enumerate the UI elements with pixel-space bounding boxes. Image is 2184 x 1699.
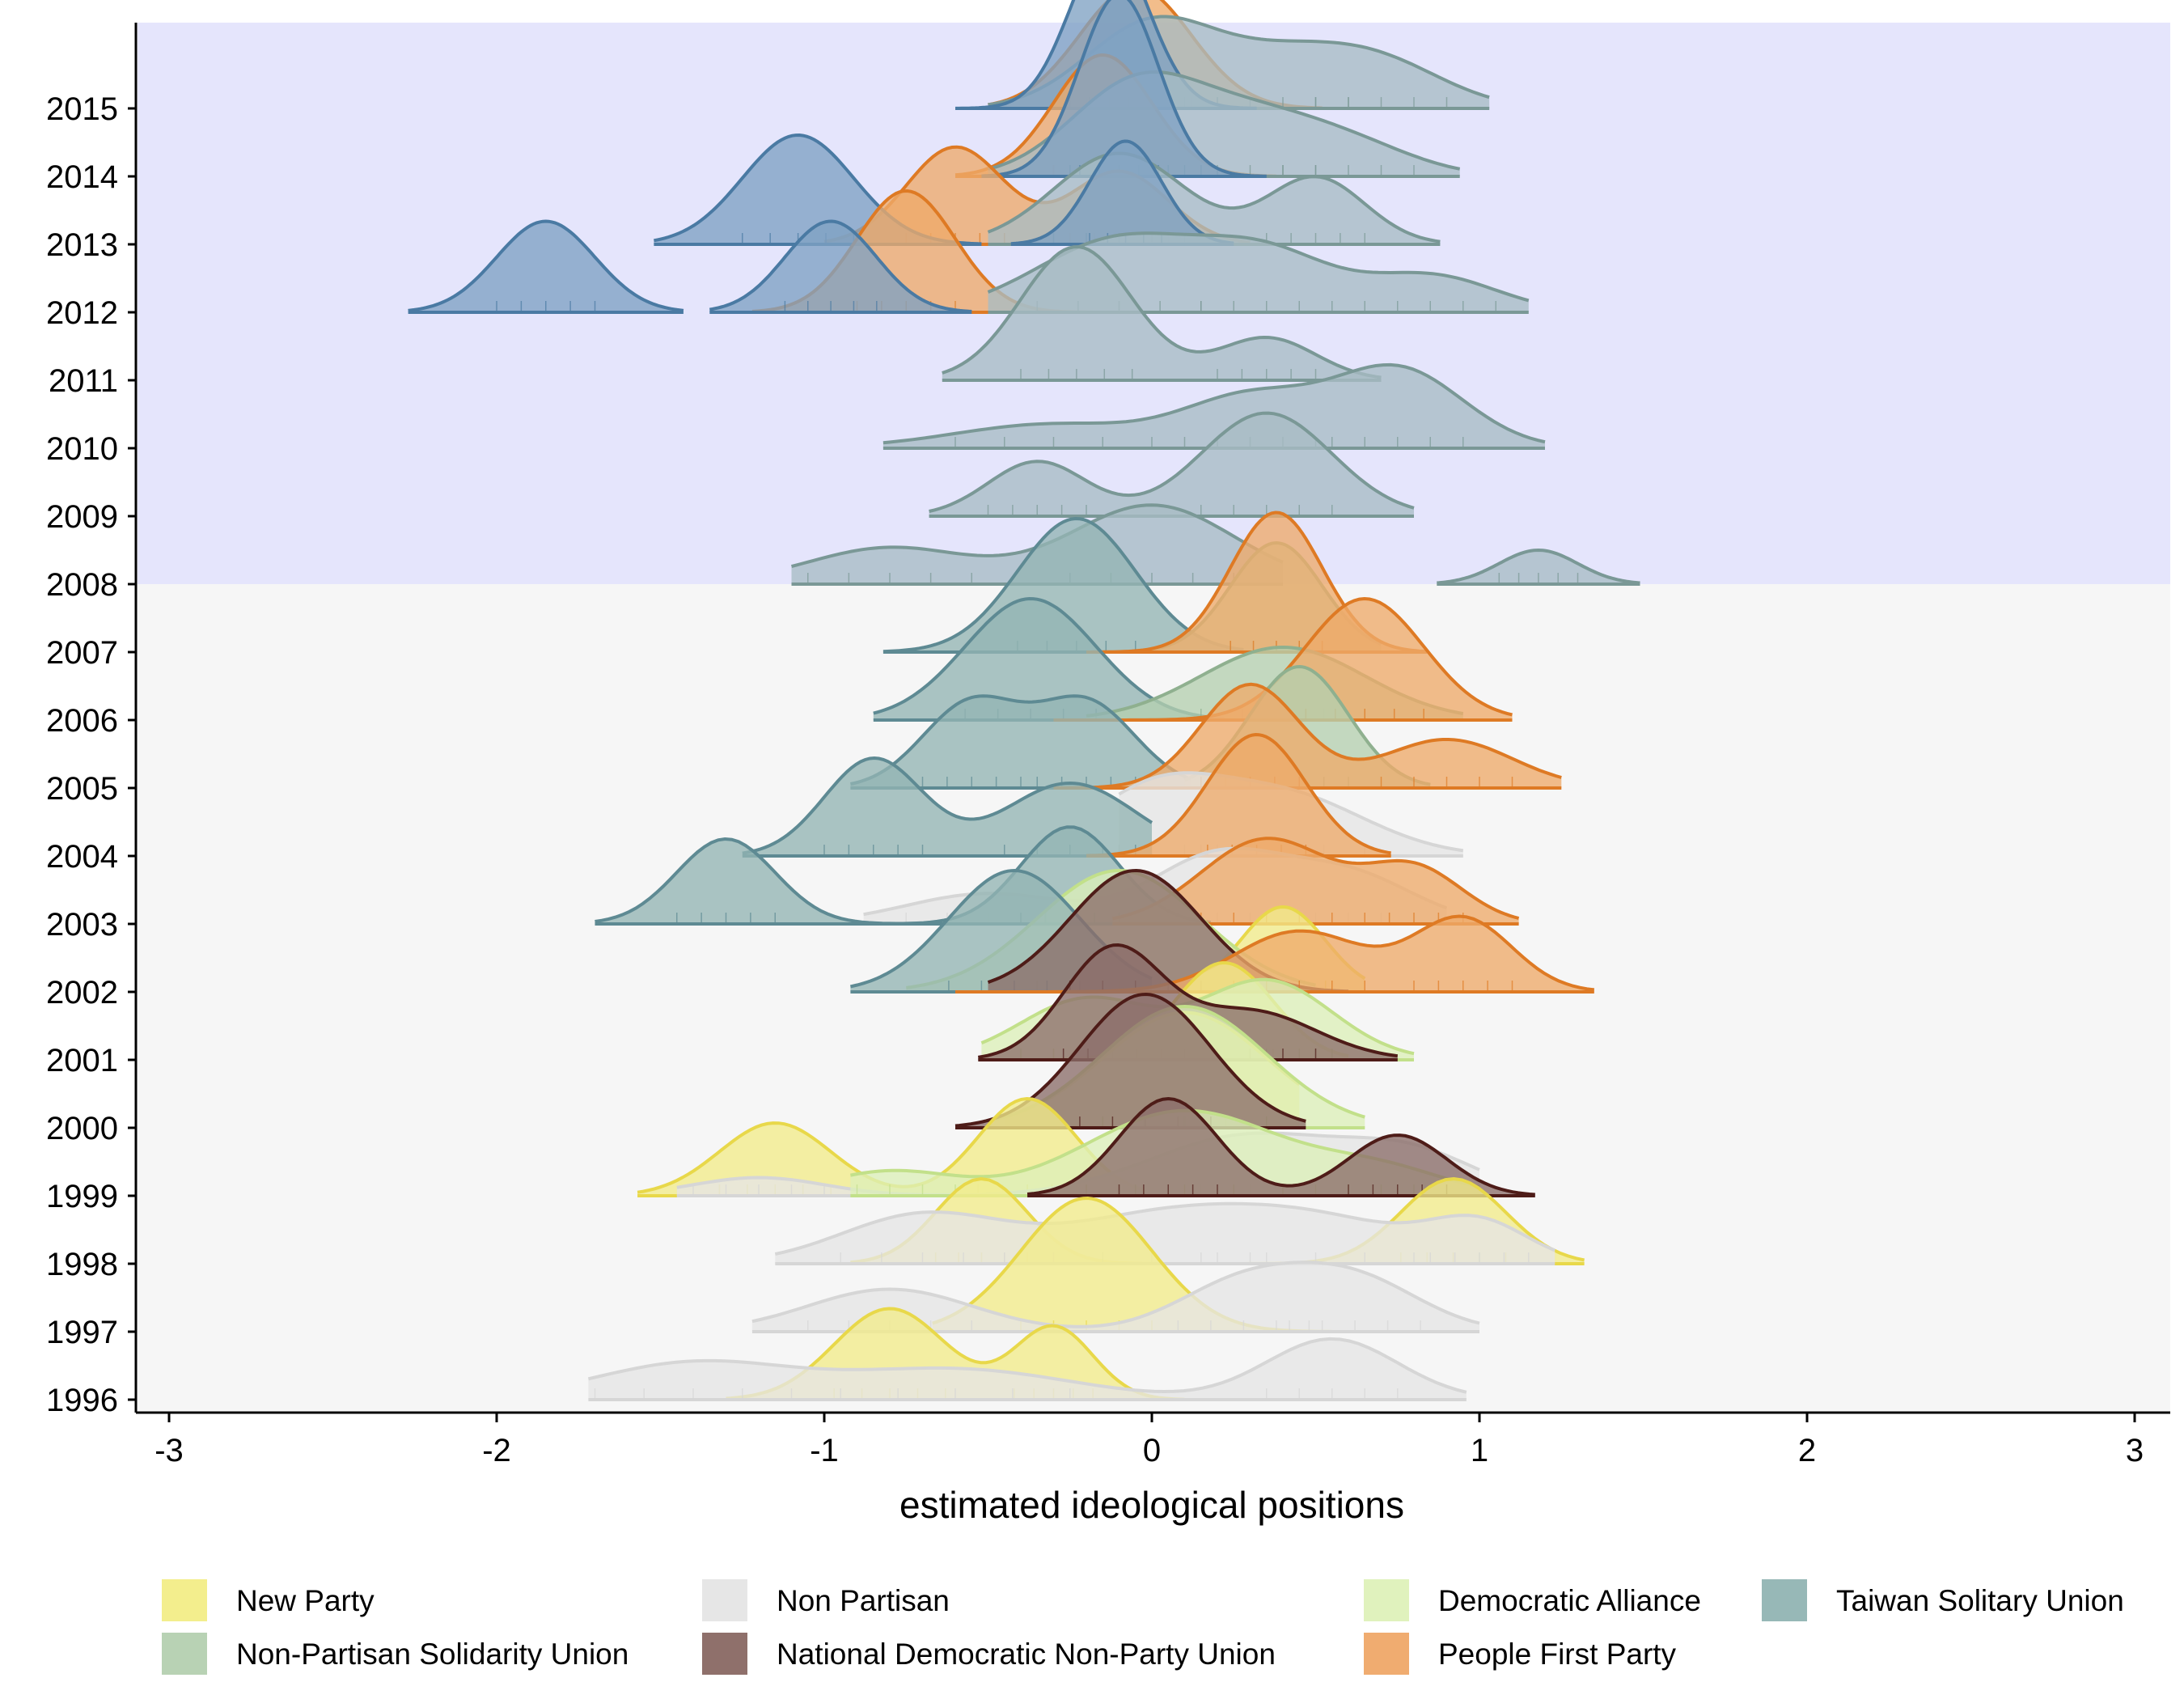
x-tick-label: -2 [482, 1433, 511, 1468]
y-tick-label: 2014 [46, 159, 118, 195]
ridges [408, 0, 1640, 1401]
ridge-area-kmt-2008 [1437, 550, 1640, 584]
y-tick-label: 2008 [46, 567, 118, 603]
y-tick-label: 1998 [46, 1247, 118, 1282]
x-tick-label: 2 [1798, 1433, 1816, 1468]
y-tick-label: 2004 [46, 839, 118, 875]
x-axis-title: estimated ideological positions [899, 1484, 1404, 1526]
legend-label: New Party [236, 1584, 375, 1617]
legend-label: Democratic Alliance [1438, 1584, 1701, 1617]
legend-item: National Democratic Non-Party Union [702, 1633, 1276, 1675]
y-tick-label: 2011 [49, 363, 118, 399]
y-tick-label: 2012 [46, 295, 118, 331]
ridge-area-dpp-2012 [408, 221, 684, 312]
ridge-area-non-partisan-1998 [775, 1203, 1555, 1264]
x-ticks: -3 -2 -1 0 1 2 3 [154, 1413, 2144, 1468]
ridge-line-non-partisan-1996 [587, 1337, 1467, 1401]
ridge-area-national-democratic-non-party-union-2001 [978, 945, 1398, 1060]
legend-item: New Party [162, 1579, 375, 1621]
ridge-line-non-partisan-1998 [774, 1201, 1555, 1265]
ridge-area-non-partisan-1997 [751, 1262, 1479, 1332]
y-tick-label: 2009 [46, 499, 118, 535]
ridge-area-new-party-1997 [932, 1198, 1332, 1332]
y-tick-label: 2010 [46, 431, 118, 467]
ridge-area-people-first-party-2005 [1053, 684, 1562, 788]
ridge-area-kmt-2011 [942, 247, 1382, 380]
ridge-area-people-first-party-2003 [1112, 838, 1519, 924]
ridge-area-national-democratic-non-party-union-2002 [988, 871, 1348, 992]
legend-swatch [1762, 1579, 1807, 1621]
x-tick-label: 0 [1143, 1433, 1161, 1468]
legend-swatch [162, 1633, 207, 1675]
ridge-area-dpp-2013 [654, 135, 982, 244]
legend-swatch [162, 1579, 207, 1621]
ridge-area-people-first-party-2002 [955, 916, 1594, 992]
x-tick-label: -1 [810, 1433, 839, 1468]
y-tick-label: 2015 [46, 91, 118, 127]
y-tick-label: 1999 [46, 1179, 118, 1214]
legend-item: People First Party [1364, 1633, 1677, 1675]
y-tick-label: 2005 [46, 771, 118, 807]
ridge-area-national-democratic-non-party-union-1999 [1027, 1099, 1535, 1196]
ridge-area-taiwan-solitary-union-2004 [742, 758, 1152, 856]
legend-label: Non Partisan [777, 1584, 950, 1617]
ridge-area-kmt-2008 [791, 505, 1283, 584]
ridge-line-kmt-2011 [942, 245, 1382, 382]
legend-item: Democratic Alliance [1364, 1579, 1701, 1621]
legend-item: Taiwan Solitary Union [1762, 1579, 2124, 1621]
ridge-line-dpp-2012 [709, 219, 972, 314]
y-tick-label: 2003 [46, 907, 118, 943]
x-tick-label: 1 [1471, 1433, 1488, 1468]
x-tick-label: -3 [154, 1433, 184, 1468]
y-tick-label: 2000 [46, 1111, 118, 1146]
ridge-area-taiwan-solitary-union-2005 [850, 696, 1191, 788]
x-tick-label: 3 [2126, 1433, 2144, 1468]
ridge-area-taiwan-solitary-union-2006 [873, 599, 1225, 720]
legend-label: Taiwan Solitary Union [1836, 1584, 2124, 1617]
ridge-area-kmt-2009 [929, 413, 1414, 516]
ridge-area-non-partisan-1996 [588, 1338, 1467, 1400]
ridge-area-taiwan-solitary-union-2007 [882, 519, 1244, 652]
y-tick-label: 2002 [46, 975, 118, 1011]
legend-swatch [1364, 1633, 1409, 1675]
ridge-area-national-democratic-non-party-union-2000 [955, 994, 1306, 1128]
legend-swatch [702, 1579, 747, 1621]
legend-item: Non Partisan [702, 1579, 950, 1621]
y-tick-label: 2013 [46, 227, 118, 263]
y-tick-label: 2007 [46, 635, 118, 671]
legend-swatch [1364, 1579, 1409, 1621]
legend-label: Non-Partisan Solidarity Union [236, 1638, 629, 1671]
legend-swatch [702, 1633, 747, 1675]
legend-label: National Democratic Non-Party Union [777, 1638, 1276, 1671]
ridge-area-people-first-party-2004 [1086, 735, 1391, 856]
legend-label: People First Party [1438, 1638, 1677, 1671]
ridge-area-kmt-2010 [882, 364, 1545, 448]
ridge-area-people-first-party-2006 [1053, 599, 1513, 720]
y-tick-label: 1997 [46, 1315, 118, 1350]
y-ticks: 1996 1997 1998 1999 2000 2001 2002 2003 2004 2005… [46, 91, 136, 1418]
y-tick-label: 1996 [46, 1383, 118, 1418]
y-tick-label: 2006 [46, 703, 118, 739]
legend-item: Non-Partisan Solidarity Union [162, 1633, 629, 1675]
y-tick-label: 2001 [46, 1043, 118, 1078]
legend: New Party Non Partisan Democratic Alliance… [162, 1579, 2124, 1675]
ridge-area-dpp-2014 [981, 0, 1267, 176]
